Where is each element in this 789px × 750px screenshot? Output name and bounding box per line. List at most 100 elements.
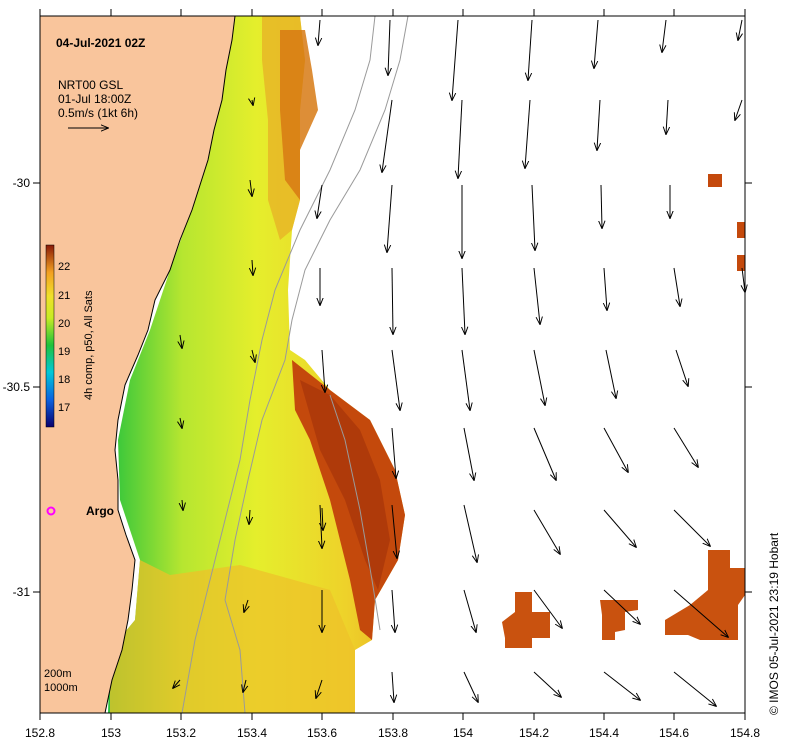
current-vector xyxy=(673,509,710,546)
current-vector xyxy=(252,349,255,362)
colorbar-tick-label: 21 xyxy=(58,290,70,302)
current-arrows xyxy=(173,19,745,706)
current-vector xyxy=(458,99,463,178)
current-vector xyxy=(244,599,248,612)
x-tick-label: 154 xyxy=(453,726,473,740)
x-tick-label: 153.6 xyxy=(307,726,337,740)
current-vector xyxy=(528,19,533,80)
current-vector xyxy=(532,184,535,250)
x-axis-labels: 152.8 153 153.2 153.4 153.6 153.8 154 15… xyxy=(25,726,760,740)
x-tick-label: 153.2 xyxy=(166,726,196,740)
current-vector xyxy=(675,349,688,386)
y-tick-label: -30 xyxy=(13,176,31,190)
y-tick-label: -31 xyxy=(13,585,31,599)
current-vector xyxy=(533,589,562,628)
current-vector xyxy=(252,100,253,105)
current-vector xyxy=(243,679,246,692)
x-tick-label: 153.4 xyxy=(237,726,267,740)
current-vector xyxy=(318,19,320,45)
colorbar-tick-label: 17 xyxy=(58,402,70,414)
current-vector xyxy=(180,334,182,348)
current-vector xyxy=(463,427,474,480)
current-vector xyxy=(533,427,556,480)
current-vector xyxy=(533,509,560,554)
colorbar-tick-label: 18 xyxy=(58,374,70,386)
current-vector xyxy=(673,589,728,637)
land-mass xyxy=(39,15,236,714)
current-vector xyxy=(525,99,531,168)
isobath-label-1000m: 1000m xyxy=(44,682,78,694)
current-vector xyxy=(666,99,668,134)
current-vector xyxy=(463,671,478,702)
x-tick-label: 154.2 xyxy=(519,726,549,740)
current-vector xyxy=(322,349,325,392)
colorbar: 22 21 20 19 18 17 4h comp, p50, All Sats xyxy=(45,244,95,428)
current-vector xyxy=(461,349,470,410)
current-vector xyxy=(738,19,742,40)
colorbar-gradient xyxy=(45,244,55,428)
current-vector xyxy=(252,259,253,275)
current-vector xyxy=(392,589,395,632)
current-vector xyxy=(387,184,393,252)
current-vector xyxy=(603,589,640,624)
argo-float-icon[interactable] xyxy=(46,506,56,516)
argo-label: Argo xyxy=(86,504,114,518)
current-vector xyxy=(594,19,599,68)
current-vector xyxy=(249,509,250,524)
current-vector xyxy=(463,589,476,632)
current-vector xyxy=(316,679,323,698)
current-vector xyxy=(673,267,680,306)
current-vector xyxy=(533,267,540,324)
colorbar-tick-label: 22 xyxy=(58,261,70,273)
current-vector xyxy=(250,179,252,196)
current-vector xyxy=(533,671,561,697)
current-vector xyxy=(597,99,600,150)
current-vector xyxy=(392,671,394,702)
current-vector xyxy=(735,99,743,120)
current-vector xyxy=(317,184,323,218)
current-vector xyxy=(462,267,465,334)
scale-label: 0.5m/s (1kt 6h) xyxy=(58,106,138,120)
isobath-label-200m: 200m xyxy=(44,668,72,680)
current-vector xyxy=(533,349,545,405)
colorbar-tick-label: 19 xyxy=(58,346,70,358)
sst-field xyxy=(108,16,745,713)
current-vector xyxy=(173,679,181,688)
current-vector xyxy=(463,504,477,562)
x-tick-label: 154.6 xyxy=(659,726,689,740)
current-vector xyxy=(392,267,393,334)
isobath-legend: 200m 1000m xyxy=(44,668,78,694)
current-vector xyxy=(391,427,396,478)
y-tick-label: -30.5 xyxy=(3,380,31,394)
y-axis-labels: -30 -30.5 -31 xyxy=(3,176,31,599)
map-frame xyxy=(33,9,752,720)
credit-text: © IMOS 05-Jul-2021 23:19 Hobart xyxy=(767,532,781,715)
current-vector xyxy=(391,504,397,558)
current-vector xyxy=(603,671,640,700)
current-vector xyxy=(603,509,636,547)
argo-float[interactable]: Argo xyxy=(46,504,115,518)
current-vector xyxy=(662,19,667,52)
current-vector xyxy=(604,267,607,310)
current-product-label: NRT00 GSL xyxy=(58,78,123,92)
current-vector xyxy=(673,671,716,706)
current-vector xyxy=(382,99,393,172)
x-tick-label: 153 xyxy=(101,726,121,740)
current-vector xyxy=(180,417,182,428)
x-tick-label: 154.8 xyxy=(730,726,760,740)
current-vector xyxy=(605,349,616,398)
current-vector xyxy=(673,427,698,467)
isobath-lines xyxy=(181,15,409,714)
date-title: 04-Jul-2021 02Z xyxy=(56,36,145,50)
colorbar-tick-label: 20 xyxy=(58,318,70,330)
colorbar-title: 4h comp, p50, All Sats xyxy=(83,290,95,400)
x-tick-label: 152.8 xyxy=(25,726,55,740)
current-vector xyxy=(391,349,400,410)
current-vector xyxy=(388,19,390,75)
current-vector xyxy=(452,19,459,100)
current-vector xyxy=(603,427,628,472)
current-time-label: 01-Jul 18:00Z xyxy=(58,92,131,106)
current-vector xyxy=(601,184,602,228)
x-tick-label: 153.8 xyxy=(378,726,408,740)
